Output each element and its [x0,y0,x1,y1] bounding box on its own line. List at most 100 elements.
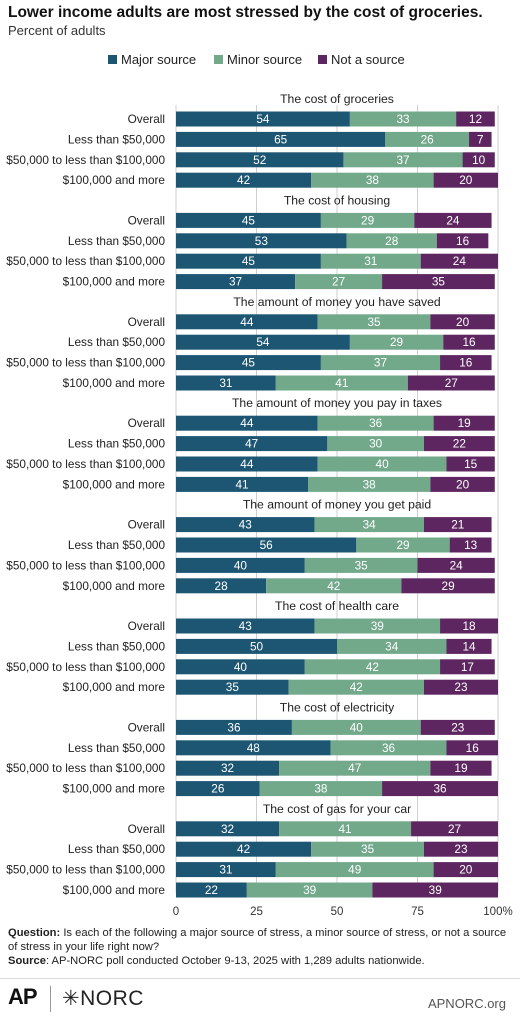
data-label: 27 [445,376,458,390]
data-label: 7 [477,132,484,146]
data-label: 35 [361,842,375,856]
data-label: 35 [367,315,381,329]
legend-swatch-minor [214,55,223,64]
data-label: 13 [464,538,478,552]
bar-segment [420,253,498,269]
data-label: 36 [433,782,447,796]
bar-segment [346,233,437,249]
bar-segment [317,456,447,472]
data-label: 44 [240,416,254,430]
bar-segment [314,517,424,533]
bar-segment [176,314,318,330]
bar-segment [176,841,312,857]
data-label: 16 [462,335,476,349]
row-label: $100,000 and more [63,173,166,187]
bar-segment [443,334,495,350]
legend-label-not: Not a source [331,52,405,67]
bar-segment [176,821,280,837]
data-label: 23 [451,720,465,734]
group-title: The cost of gas for your car [263,802,411,816]
row-label: Overall [128,619,165,633]
data-label: 47 [245,437,258,451]
row-label: Overall [128,112,165,126]
data-label: 31 [219,863,232,877]
bar-segment [327,436,424,452]
bar-segment [433,172,498,188]
data-label: 32 [221,761,234,775]
data-label: 28 [385,234,399,248]
bar-segment [176,456,318,472]
data-label: 45 [242,356,256,370]
row-label: $50,000 to less than $100,000 [6,863,165,877]
bar-segment [411,821,498,837]
bar-segment [372,882,498,898]
bar-segment [176,274,296,290]
row-label: $100,000 and more [63,680,166,694]
bar-segment [317,314,431,330]
bar-segment [440,659,495,675]
bar-segment [176,131,386,147]
bar-segment [246,882,373,898]
data-label: 24 [453,254,467,268]
bar-segment [320,212,415,228]
data-label: 47 [348,761,361,775]
data-label: 30 [369,437,383,451]
data-label: 42 [237,842,250,856]
chart-title: Lower income adults are most stressed by… [8,4,483,21]
data-label: 34 [385,639,399,653]
bar-segment [311,841,424,857]
bar-segment [430,314,495,330]
data-label: 29 [390,335,403,349]
row-label: Overall [128,822,165,836]
bar-segment [456,111,495,127]
data-label: 42 [366,660,379,674]
data-label: 50 [250,639,264,653]
data-label: 41 [338,822,351,836]
group-title: The amount of money you have saved [233,295,440,309]
data-label: 24 [446,213,460,227]
row-label: $50,000 to less than $100,000 [6,153,165,167]
data-label: 35 [226,680,240,694]
legend-swatch-major [108,55,117,64]
data-label: 16 [466,741,480,755]
data-label: 40 [350,720,364,734]
data-label: 20 [456,477,470,491]
bar-segment [449,537,492,553]
bar-segment [176,111,350,127]
bar-segment [176,719,292,735]
data-label: 20 [456,315,470,329]
ap-logo: AP [8,984,38,1009]
bar-segment [288,679,424,695]
legend-label-minor: Minor source [227,52,303,67]
bar-segment [436,233,489,249]
bar-segment [440,355,492,371]
bar-segment [176,659,305,675]
bar-segment [176,557,305,573]
bar-segment [430,476,495,492]
data-label: 29 [361,213,374,227]
row-label: Less than $50,000 [68,538,166,552]
data-label: 31 [219,376,232,390]
data-label: 37 [229,275,242,289]
data-label: 23 [454,680,468,694]
bar-segment [423,841,498,857]
bar-segment [314,618,441,634]
data-label: 17 [461,660,474,674]
bar-segment [401,578,495,594]
bar-segment [176,233,347,249]
bar-segment [176,760,280,776]
group-title: The cost of housing [284,193,390,207]
bar-segment [462,152,495,168]
footer-divider [0,978,520,979]
source-note: Source: AP-NORC poll conducted October 9… [8,954,513,968]
data-label: 38 [366,173,380,187]
data-label: 42 [237,173,250,187]
bar-segment [407,375,495,391]
data-label: 19 [454,761,467,775]
data-label: 54 [256,112,270,126]
data-label: 36 [382,741,396,755]
chart-notes: Question: Is each of the following a maj… [8,926,513,968]
data-label: 23 [454,842,468,856]
x-tick-label: 50 [331,906,344,918]
data-label: 16 [456,234,470,248]
